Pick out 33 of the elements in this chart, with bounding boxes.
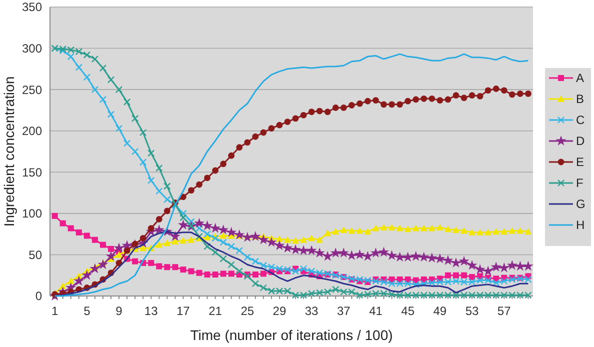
x-tick-label: 1 <box>51 304 58 318</box>
x-tick-label: 21 <box>208 304 222 318</box>
legend-label: G <box>576 197 586 212</box>
legend-label: C <box>576 113 585 128</box>
y-tick-label: 300 <box>22 41 42 56</box>
legend-label: F <box>576 176 584 190</box>
legend-label: D <box>576 134 585 148</box>
x-tick-label: 49 <box>433 304 447 318</box>
x-tick-label: 29 <box>272 304 286 318</box>
x-tick-label: 33 <box>304 304 319 318</box>
y-tick-label: 200 <box>22 124 42 138</box>
x-tick-label: 45 <box>401 304 415 318</box>
y-tick-label: 100 <box>22 206 42 221</box>
x-tick-label: 13 <box>144 304 158 318</box>
x-tick-label: 41 <box>369 304 383 318</box>
legend-label: B <box>576 92 584 106</box>
x-tick-label: 17 <box>176 304 190 318</box>
x-tick-label: 37 <box>336 304 351 318</box>
legend-label: E <box>576 155 584 170</box>
x-tick-label: 9 <box>116 304 123 318</box>
x-tick-label: 5 <box>84 304 91 318</box>
legend-label: A <box>576 71 584 86</box>
y-axis-title: Ingredient concentration <box>1 76 17 227</box>
y-tick-label: 0 <box>35 289 42 304</box>
y-tick-label: 150 <box>22 165 42 180</box>
y-tick-label: 250 <box>22 82 42 97</box>
x-axis-title: Time (number of iterations / 100) <box>190 327 393 343</box>
legend-label: H <box>576 218 585 232</box>
y-tick-label: 350 <box>22 0 42 14</box>
x-tick-label: 53 <box>465 304 480 318</box>
x-tick-label: 57 <box>497 304 512 318</box>
x-tick-label: 25 <box>240 304 254 318</box>
y-tick-label: 50 <box>28 248 42 262</box>
